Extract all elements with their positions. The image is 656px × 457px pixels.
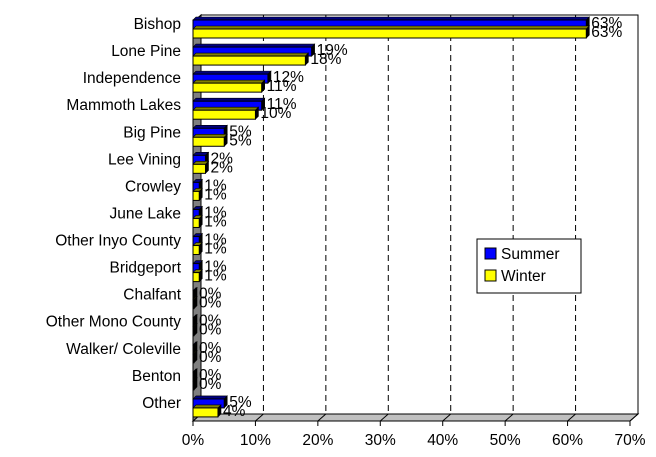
data-label-summer: 5% xyxy=(229,123,252,140)
data-label-summer: 5% xyxy=(229,394,252,411)
category-label: Crowley xyxy=(125,178,181,195)
data-label-summer: 12% xyxy=(273,69,304,86)
category-labels: Bishop Lone Pine Independence Mammoth Lakes… xyxy=(46,16,182,412)
category-label: Independence xyxy=(83,70,181,87)
floor-gridline xyxy=(379,413,389,422)
bar-winter-bridgeport xyxy=(192,272,200,283)
data-label-winter: 4% xyxy=(223,403,246,420)
category-label: Lee Vining xyxy=(108,151,181,168)
data-label-summer: 1% xyxy=(204,232,227,249)
bar-winter-mammoth-lakes xyxy=(192,109,256,120)
bar-winter-lone-pine xyxy=(192,55,306,66)
x-tick-label: 40% xyxy=(427,432,458,449)
data-label-winter: 1% xyxy=(204,241,227,258)
bar-summer-chalfant xyxy=(192,290,195,301)
category-label: Other Inyo County xyxy=(55,233,181,250)
data-label-summer: 0% xyxy=(199,340,222,357)
data-label-summer: 0% xyxy=(199,313,222,330)
data-label-winter: 2% xyxy=(210,159,233,176)
category-label: Benton xyxy=(132,368,181,385)
category-label: June Lake xyxy=(109,205,181,222)
bar-winter-other-mono-county xyxy=(192,326,195,337)
bar-winter-crowley xyxy=(192,190,200,201)
bar-summer-other-mono-county xyxy=(192,317,195,328)
data-label-summer: 63% xyxy=(591,15,622,32)
legend-label-winter: Winter xyxy=(501,268,546,285)
back-wall xyxy=(200,14,639,415)
bar-winter-other-inyo-county xyxy=(192,245,200,256)
floor-gridline xyxy=(629,413,639,422)
floor-gridline xyxy=(442,413,452,422)
bar-summer-benton xyxy=(192,371,195,382)
bars xyxy=(192,16,591,418)
data-label-winter: 11% xyxy=(267,78,297,95)
data-label-winter: 63% xyxy=(591,24,622,41)
data-label-summer: 1% xyxy=(204,204,227,221)
category-label: Other Mono County xyxy=(46,314,182,331)
data-label-summer: 0% xyxy=(199,367,222,384)
floor-gridline xyxy=(504,413,514,422)
x-tick-label: 10% xyxy=(240,432,271,449)
bar-winter-lee-vining xyxy=(192,163,206,174)
data-label-winter: 1% xyxy=(204,186,227,203)
legend-swatch-winter xyxy=(484,269,497,282)
category-label: Chalfant xyxy=(123,287,181,304)
category-label: Bridgeport xyxy=(109,260,181,277)
category-label: Mammoth Lakes xyxy=(66,97,181,114)
data-label-winter: 0% xyxy=(199,295,222,312)
bar-winter-walker-coleville xyxy=(192,353,195,364)
data-label-summer: 1% xyxy=(204,259,227,276)
floor-gridline xyxy=(567,413,576,422)
data-label-summer: 19% xyxy=(317,42,348,59)
x-tick-label: 0% xyxy=(182,432,205,449)
data-label-winter: 18% xyxy=(310,51,341,68)
data-label-winter: 1% xyxy=(204,213,227,230)
category-label: Walker/ Coleville xyxy=(66,341,181,358)
bar-winter-independence xyxy=(192,82,263,93)
data-label-winter: 0% xyxy=(199,376,222,393)
data-label-winter: 0% xyxy=(199,349,222,366)
x-tick-label: 50% xyxy=(490,432,521,449)
category-label: Bishop xyxy=(134,16,181,33)
data-label-summer: 1% xyxy=(204,177,227,194)
floor-gridline xyxy=(255,413,264,422)
legend-label-summer: Summer xyxy=(501,246,560,263)
x-tick-label: 20% xyxy=(302,432,333,449)
data-label-summer: 2% xyxy=(210,150,233,167)
bar-winter-june-lake xyxy=(192,217,200,228)
bar-winter-other xyxy=(192,407,219,418)
x-tick-label: 30% xyxy=(365,432,396,449)
data-label-winter: 10% xyxy=(260,105,291,122)
x-tick-labels: 0% 10% 20% 30% 40% 50% 60% 70% xyxy=(182,421,646,449)
category-label: Big Pine xyxy=(123,124,181,141)
data-label-winter: 5% xyxy=(229,132,252,149)
grid-lines xyxy=(255,15,639,422)
data-labels: 63%63%19%18%12%11%11%10%5%5%2%2%1%1%1%1%… xyxy=(199,15,623,420)
x-tick-label: 70% xyxy=(614,432,645,449)
bar-summer-walker-coleville xyxy=(192,344,195,355)
bar-winter-benton xyxy=(192,380,195,391)
floor-gridline xyxy=(317,413,327,422)
legend: Summer Winter xyxy=(476,238,582,294)
data-label-winter: 1% xyxy=(204,268,227,285)
plot-frame xyxy=(191,13,640,423)
category-label: Lone Pine xyxy=(111,43,181,60)
data-label-winter: 0% xyxy=(199,322,222,339)
category-label: Other xyxy=(142,395,181,412)
x-tick-label: 60% xyxy=(552,432,583,449)
bar-winter-chalfant xyxy=(192,299,195,310)
legend-swatch-summer xyxy=(484,247,497,260)
bar-winter-bishop xyxy=(192,28,587,39)
data-label-summer: 0% xyxy=(199,286,222,303)
bar-winter-big-pine xyxy=(192,136,225,147)
data-label-summer: 11% xyxy=(267,96,297,113)
